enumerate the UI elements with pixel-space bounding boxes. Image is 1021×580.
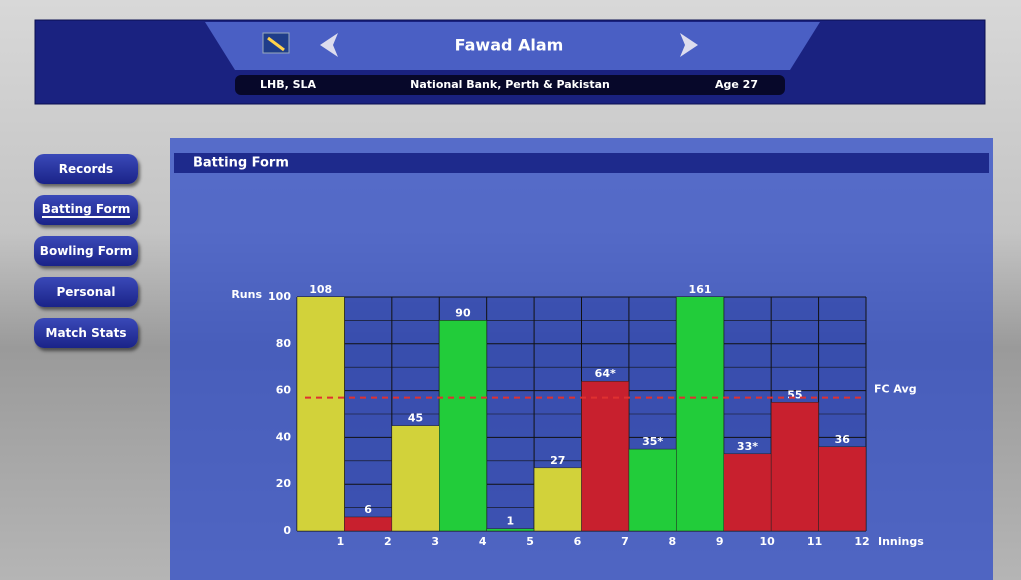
x-tick-label: 3: [431, 535, 439, 548]
bar: [391, 425, 440, 531]
menu-label: Records: [58, 162, 114, 176]
value-label: 64*: [595, 367, 616, 380]
panel-title: Batting Form: [193, 156, 289, 171]
next-arrow[interactable]: [680, 33, 698, 57]
menu-label: Bowling Form: [39, 244, 133, 258]
x-axis-label: Innings: [878, 535, 924, 548]
bar: [533, 467, 582, 531]
info-bar: [235, 75, 785, 95]
bar: [770, 402, 819, 531]
x-tick-label: 11: [807, 535, 822, 548]
x-tick-label: 1: [337, 535, 345, 548]
value-label: 90: [455, 306, 471, 319]
value-label: 36: [835, 433, 851, 446]
bar: [676, 297, 724, 531]
x-tick-label: 7: [621, 535, 629, 548]
flag-stripe: [267, 36, 285, 52]
value-label: 27: [550, 454, 565, 467]
bar: [486, 528, 535, 531]
menu-button[interactable]: Bowling Form: [34, 236, 138, 266]
value-label: 55: [787, 388, 802, 401]
x-tick-label: 6: [574, 535, 582, 548]
menu-label: Match Stats: [45, 326, 127, 340]
y-tick-label: 100: [268, 290, 291, 303]
menu-button[interactable]: Match Stats: [34, 318, 138, 348]
y-tick-label: 60: [276, 384, 292, 397]
value-label: 6: [364, 503, 372, 516]
panel-title-bar: [174, 153, 989, 173]
value-label: 33*: [737, 440, 758, 453]
x-tick-label: 8: [669, 535, 677, 548]
y-axis-label: Runs: [231, 288, 262, 301]
x-tick-label: 5: [526, 535, 534, 548]
x-tick-label: 12: [854, 535, 869, 548]
value-label: 35*: [642, 435, 663, 448]
player-style: LHB, SLA: [260, 78, 317, 91]
x-tick-label: 9: [716, 535, 724, 548]
header-center: [205, 22, 820, 70]
bar: [628, 448, 677, 531]
y-tick-label: 0: [283, 524, 291, 537]
menu-button[interactable]: Records: [34, 154, 138, 184]
bar: [297, 297, 345, 531]
bar: [723, 453, 772, 531]
player-teams: National Bank, Perth & Pakistan: [410, 78, 610, 91]
value-label: 45: [408, 412, 423, 425]
y-tick-label: 20: [276, 477, 292, 490]
value-label: 161: [689, 283, 712, 296]
menu-button[interactable]: Personal: [34, 277, 138, 307]
bar: [818, 446, 866, 531]
menu-button[interactable]: Batting Form: [34, 195, 138, 225]
value-label: 108: [309, 283, 332, 296]
prev-arrow[interactable]: [320, 33, 338, 57]
bar: [439, 320, 487, 531]
value-label: 1: [507, 515, 515, 528]
player-name: Fawad Alam: [455, 36, 564, 55]
y-tick-label: 80: [276, 337, 292, 350]
x-tick-label: 2: [384, 535, 392, 548]
bar: [581, 380, 630, 531]
menu-label: Personal: [56, 285, 116, 299]
reference-label: FC Avg: [874, 383, 917, 396]
y-tick-label: 40: [276, 430, 292, 443]
x-tick-label: 10: [760, 535, 776, 548]
x-tick-label: 4: [479, 535, 487, 548]
menu-label: Batting Form: [41, 202, 131, 218]
player-age: Age 27: [715, 78, 758, 91]
bar: [344, 516, 393, 531]
